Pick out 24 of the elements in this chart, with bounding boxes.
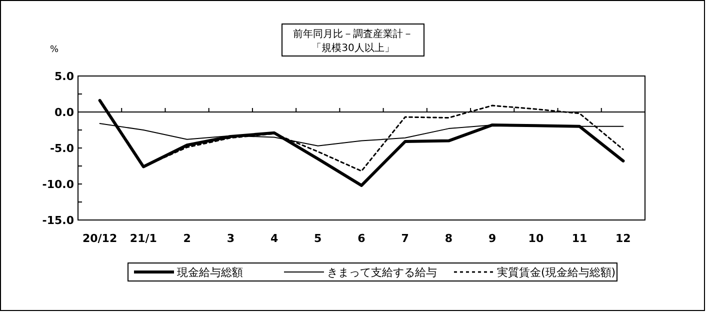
legend-label: きまって支給する給与 — [327, 266, 437, 279]
x-tick-label: 21/1 — [130, 232, 157, 245]
x-tick-label: 20/12 — [82, 232, 118, 245]
x-tick-label: 10 — [528, 232, 544, 245]
y-tick-label: -10.0 — [42, 178, 74, 191]
chart-title: 前年同月比－調査産業計－ — [293, 28, 413, 40]
legend-label: 実質賃金(現金給与総額) — [497, 266, 616, 279]
y-tick-label: 0.0 — [54, 106, 74, 119]
x-tick-label: 3 — [226, 232, 234, 245]
chart-subtitle: 「規模30人以上」 — [312, 42, 394, 54]
x-tick-label: 12 — [616, 232, 631, 245]
x-tick-label: 7 — [401, 232, 409, 245]
legend-label: 現金給与総額 — [177, 266, 243, 279]
x-tick-label: 4 — [270, 232, 278, 245]
y-tick-label: -15.0 — [42, 214, 74, 227]
x-tick-label: 5 — [314, 232, 322, 245]
y-tick-label: -5.0 — [50, 142, 74, 155]
x-tick-label: 8 — [444, 232, 453, 245]
x-tick-label: 2 — [183, 232, 191, 245]
y-tick-label: 5.0 — [54, 70, 74, 83]
x-tick-label: 9 — [488, 232, 496, 245]
y-axis-title: % — [50, 45, 59, 55]
x-tick-label: 11 — [572, 232, 588, 245]
x-tick-label: 6 — [358, 232, 366, 245]
